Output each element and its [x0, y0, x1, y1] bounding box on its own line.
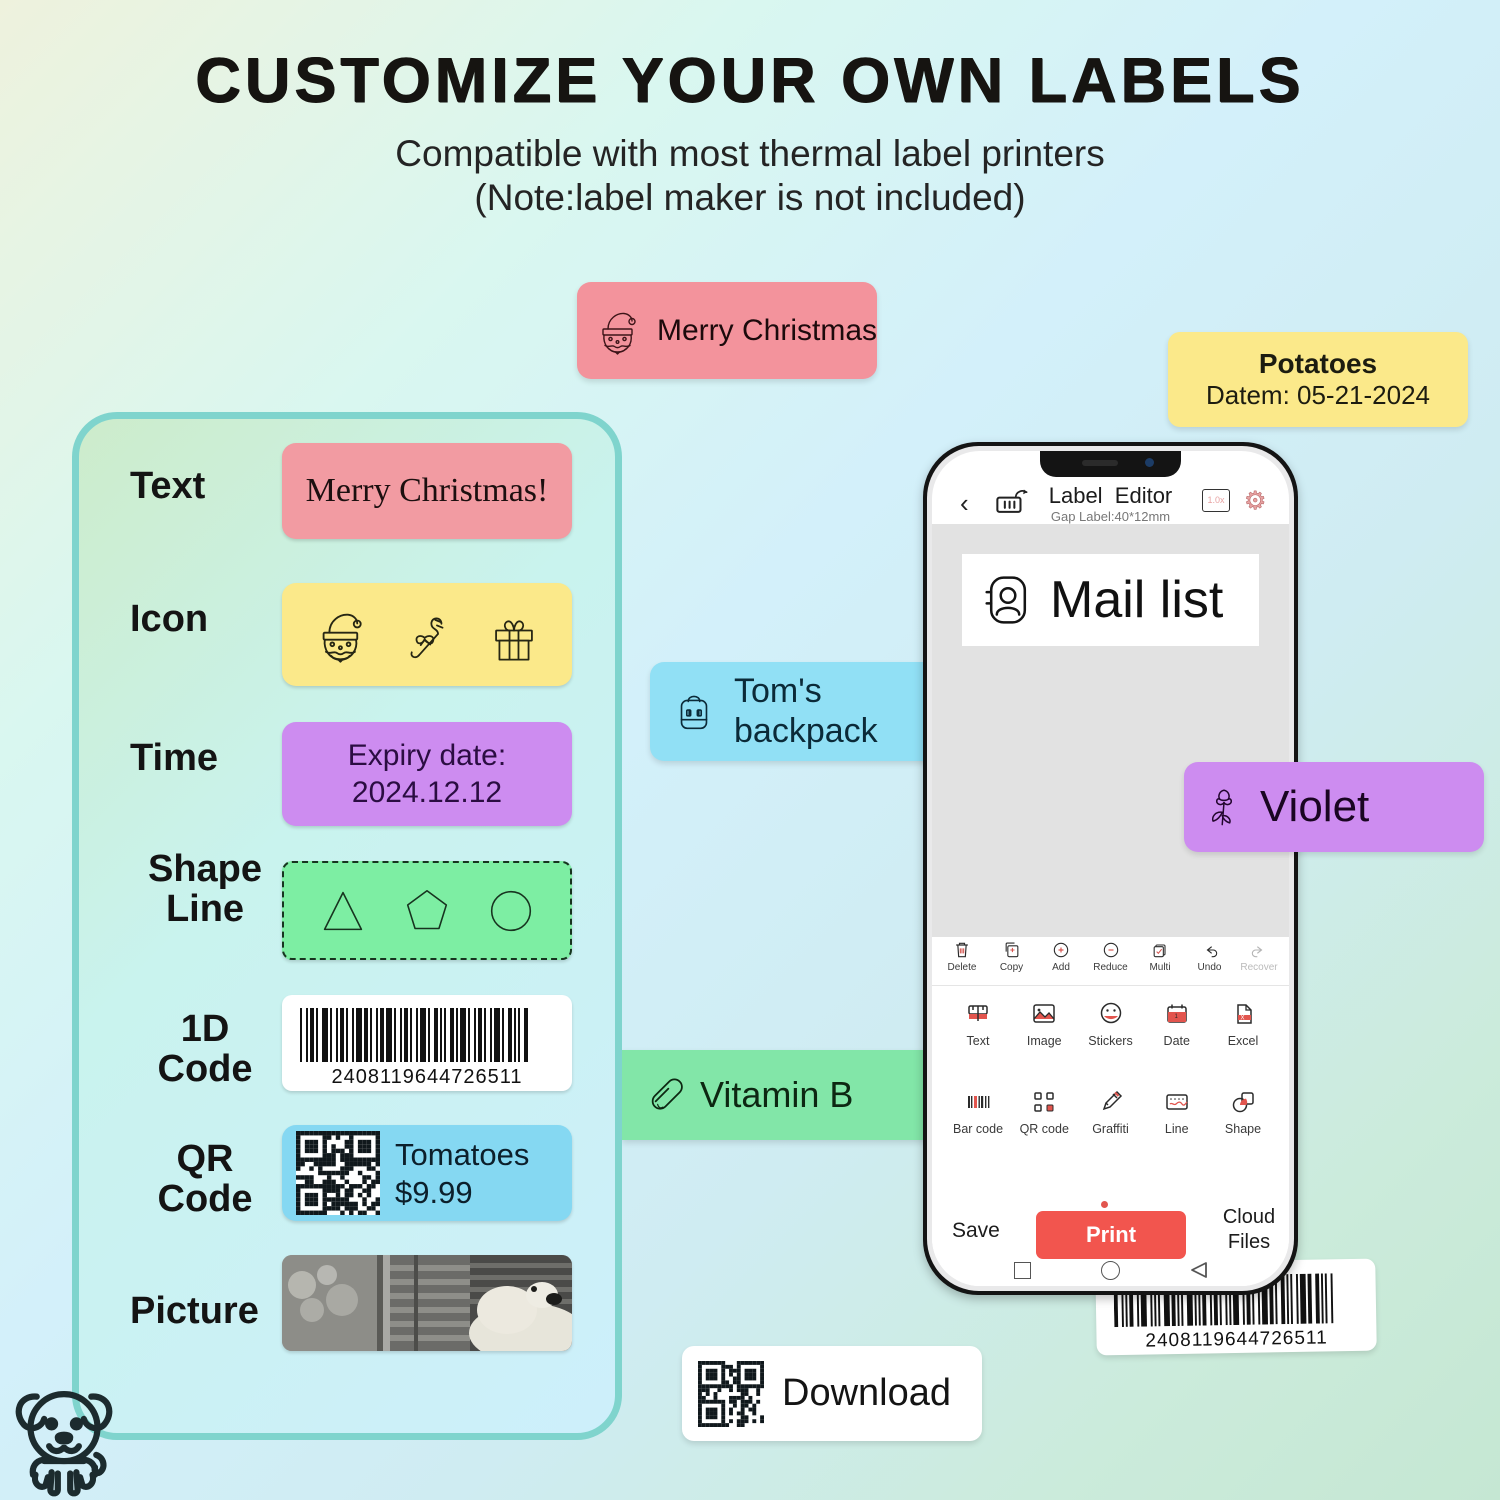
svg-text:X: X	[1241, 1015, 1245, 1021]
